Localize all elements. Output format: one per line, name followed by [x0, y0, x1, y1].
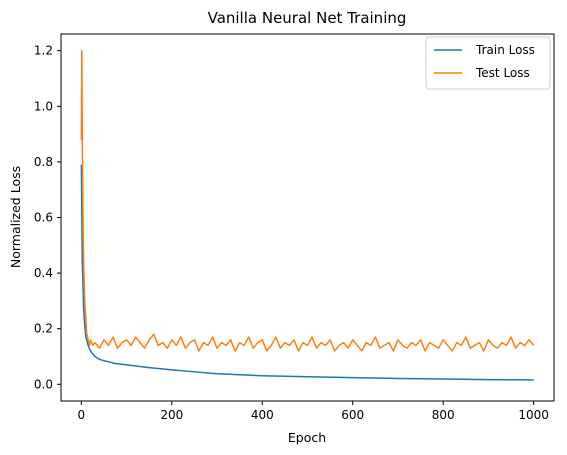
x-axis-label: Epoch [288, 430, 326, 445]
y-tick-label: 0.2 [34, 322, 53, 336]
plot-area [61, 34, 554, 401]
x-tick-label: 800 [432, 408, 455, 422]
y-tick-label: 0.8 [34, 155, 53, 169]
legend-label-test-loss: Test Loss [475, 66, 530, 80]
chart-title: Vanilla Neural Net Training [208, 9, 407, 27]
x-tick-label: 400 [251, 408, 274, 422]
series-line-test-loss [80, 49, 535, 352]
y-tick-label: 0.0 [34, 377, 53, 391]
x-tick-label: 0 [78, 408, 86, 422]
legend: Train Loss Test Loss [425, 36, 551, 90]
y-tick-label: 1.0 [34, 99, 53, 113]
legend-label-train-loss: Train Loss [475, 43, 535, 57]
y-axis-ticks: 0.0 0.2 0.4 0.6 0.8 1.0 1.2 [34, 44, 61, 391]
plot-frame [60, 33, 555, 402]
x-axis-ticks: 0 200 400 600 800 1000 [78, 401, 549, 422]
y-tick-label: 0.4 [34, 266, 53, 280]
y-tick-label: 0.6 [34, 211, 53, 225]
y-axis-label: Normalized Loss [8, 166, 23, 268]
series-line-train-loss [80, 164, 534, 381]
x-tick-label: 1000 [518, 408, 549, 422]
x-tick-label: 600 [341, 408, 364, 422]
series-layer [80, 49, 535, 381]
x-tick-label: 200 [160, 408, 183, 422]
y-tick-label: 1.2 [34, 44, 53, 58]
